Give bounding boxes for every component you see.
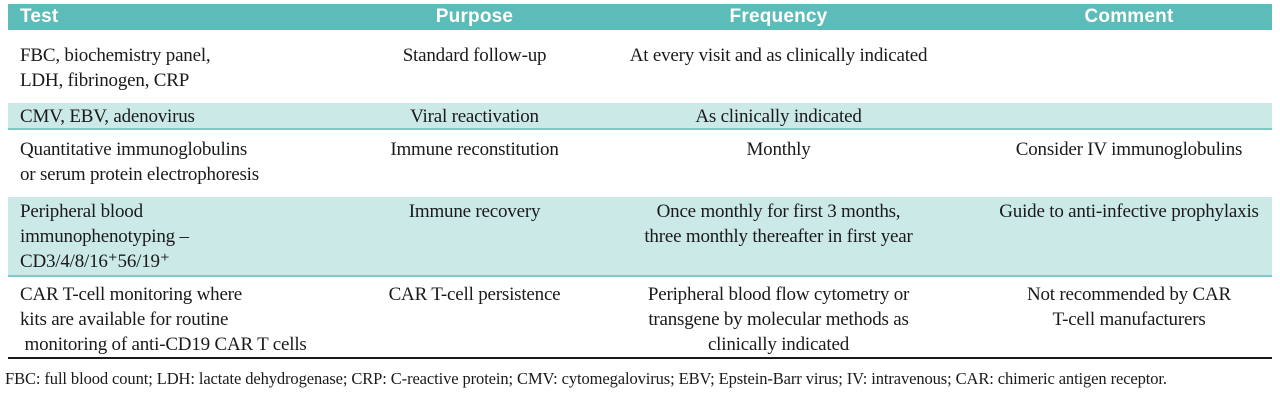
cell-test: CMV, EBV, adenovirus xyxy=(20,106,195,127)
cell-frequency: At every visit and as clinically indicat… xyxy=(629,45,928,66)
table-row: FBC, biochemistry panel, LDH, fibrinogen… xyxy=(8,30,1272,103)
column-header-test: Test xyxy=(20,6,59,27)
monitoring-table: Test Purpose Frequency Comment FBC, bioc… xyxy=(8,4,1272,359)
cell-test: Peripheral blood immunophenotyping – CD3… xyxy=(20,201,189,272)
footnote: FBC: full blood count; LDH: lactate dehy… xyxy=(5,369,1167,388)
cell-purpose: Immune reconstitution xyxy=(390,139,559,160)
cell-test: Quantitative immunoglobulins or serum pr… xyxy=(20,139,259,185)
cell-frequency: Peripheral blood flow cytometry or trans… xyxy=(647,284,910,355)
table-row: CMV, EBV, adenovirus Viral reactivation … xyxy=(8,103,1272,130)
column-header-comment: Comment xyxy=(1084,6,1174,27)
cell-frequency: As clinically indicated xyxy=(695,106,862,127)
cell-comment: Not recommended by CAR T-cell manufactur… xyxy=(1026,284,1232,330)
cell-comment xyxy=(986,43,1272,103)
cell-frequency: Monthly xyxy=(746,139,811,160)
cell-purpose: Immune recovery xyxy=(408,201,541,222)
cell-purpose: CAR T-cell persistence xyxy=(388,284,561,305)
table-bottom-rule xyxy=(8,357,1272,359)
table-row: CAR T-cell monitoring where kits are ava… xyxy=(8,277,1272,357)
table-row: Quantitative immunoglobulins or serum pr… xyxy=(8,130,1272,197)
column-header-frequency: Frequency xyxy=(729,6,828,27)
cell-purpose: Viral reactivation xyxy=(410,106,539,127)
cell-comment: Consider IV immunoglobulins xyxy=(1015,139,1243,160)
column-header-purpose: Purpose xyxy=(435,6,514,27)
cell-comment: Guide to anti-infective prophylaxis xyxy=(999,201,1259,222)
cell-test: CAR T-cell monitoring where kits are ava… xyxy=(20,284,307,355)
table-row: Peripheral blood immunophenotyping – CD3… xyxy=(8,197,1272,277)
table-header-row: Test Purpose Frequency Comment xyxy=(8,4,1272,30)
cell-comment xyxy=(986,104,1272,129)
cell-purpose: Standard follow-up xyxy=(402,45,547,66)
cell-test: FBC, biochemistry panel, LDH, fibrinogen… xyxy=(20,45,211,91)
cell-frequency: Once monthly for first 3 months, three m… xyxy=(644,201,913,247)
